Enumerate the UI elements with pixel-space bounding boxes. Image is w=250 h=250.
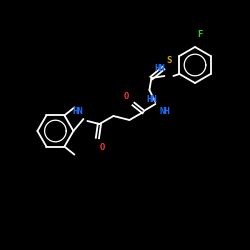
Text: O: O	[124, 92, 130, 101]
Text: NH: NH	[160, 107, 170, 116]
Text: HN: HN	[146, 95, 157, 104]
Text: O: O	[100, 143, 105, 152]
Text: F: F	[197, 30, 202, 39]
Text: HN: HN	[155, 64, 166, 73]
Text: S: S	[166, 56, 172, 65]
Text: HN: HN	[73, 107, 84, 116]
